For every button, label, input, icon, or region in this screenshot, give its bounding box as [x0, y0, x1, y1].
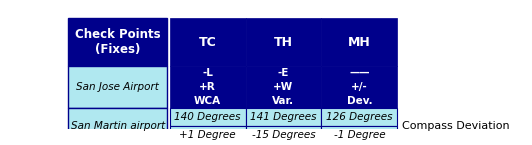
Bar: [321, 108, 397, 126]
Text: Compass Deviation: Compass Deviation: [402, 121, 510, 131]
Text: WCA: WCA: [194, 96, 221, 106]
Bar: [68, 108, 167, 144]
Bar: [246, 18, 321, 66]
Bar: [246, 126, 321, 144]
Bar: [321, 18, 397, 66]
Bar: [170, 66, 246, 108]
Text: Check Points
(Fixes): Check Points (Fixes): [75, 28, 161, 56]
Text: -L: -L: [202, 68, 213, 78]
Text: +/-: +/-: [351, 82, 368, 92]
Text: 141 Degrees: 141 Degrees: [250, 112, 317, 122]
Text: TC: TC: [198, 36, 217, 49]
Text: -1 Degree: -1 Degree: [334, 130, 385, 140]
Text: -15 Degrees: -15 Degrees: [252, 130, 315, 140]
Bar: [68, 66, 167, 108]
Text: MH: MH: [348, 36, 371, 49]
Text: +1 Degree: +1 Degree: [179, 130, 236, 140]
Text: -E: -E: [278, 68, 289, 78]
Bar: [246, 108, 321, 126]
Bar: [170, 108, 246, 126]
Text: ——: ——: [349, 68, 370, 78]
Bar: [321, 66, 397, 108]
Bar: [170, 18, 246, 66]
Text: +R: +R: [199, 82, 216, 92]
Text: TH: TH: [274, 36, 293, 49]
Bar: [170, 126, 246, 144]
Text: 126 Degrees: 126 Degrees: [326, 112, 393, 122]
Text: +W: +W: [273, 82, 294, 92]
Bar: [246, 66, 321, 108]
Bar: [68, 18, 167, 66]
Text: San Martin airport: San Martin airport: [71, 121, 165, 131]
Bar: [321, 126, 397, 144]
Text: 140 Degrees: 140 Degrees: [174, 112, 241, 122]
Text: San Jose Airport: San Jose Airport: [76, 82, 159, 92]
Text: Var.: Var.: [272, 96, 295, 106]
Text: Dev.: Dev.: [347, 96, 372, 106]
